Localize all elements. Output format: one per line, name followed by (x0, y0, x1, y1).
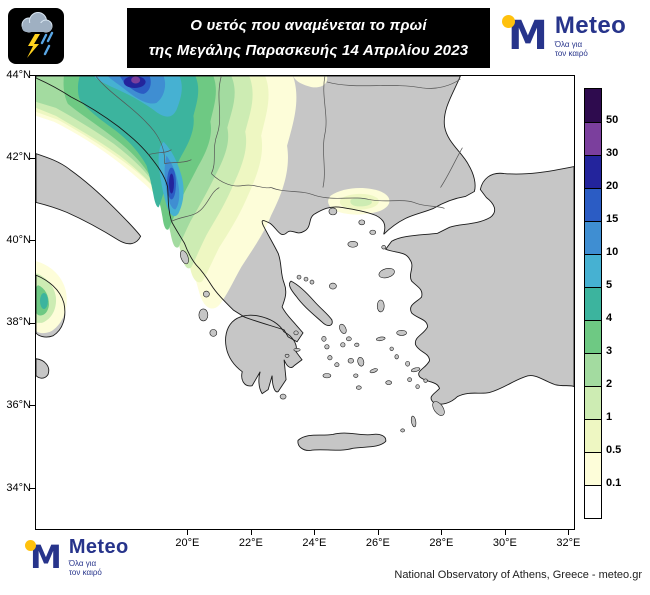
colorbar-segment (585, 122, 601, 155)
storm-icon-svg (8, 8, 64, 64)
colorbar-segment (585, 89, 601, 122)
credit-text: National Observatory of Athens, Greece -… (394, 569, 642, 581)
meteo-logo-footer: M Meteo Όλα για τον καιρό (25, 534, 180, 580)
tagline-line-2: τον καιρό (68, 568, 102, 577)
lat-tick-mark (30, 322, 35, 324)
lon-tick-mark (377, 530, 379, 535)
colorbar-tick-label: 20 (606, 180, 619, 192)
colorbar-tick-label: 3 (606, 345, 613, 357)
colorbar-tick-label: 0.5 (606, 444, 622, 456)
meteo-logo-tagline: Όλα για τον καιρό (555, 40, 626, 58)
title-banner: Ο υετός που αναμένεται το πρωί της Μεγάλ… (127, 8, 490, 68)
title-line-1: Ο υετός που αναμένεται το πρωί (190, 17, 427, 34)
meteo-logo-texts: Meteo Όλα για τον καιρό (69, 537, 129, 577)
lat-tick-mark (30, 157, 35, 159)
lat-tick-label: 44°N (6, 68, 31, 81)
meteo-yellow-dot-icon (25, 540, 36, 551)
colorbar-tick-label: 15 (606, 213, 619, 225)
colorbar-segment (585, 254, 601, 287)
lat-tick-mark (30, 488, 35, 489)
meteo-logo-name: Meteo (68, 536, 129, 558)
tagline-line-2: τον καιρό (554, 49, 588, 58)
lat-tick-label: 42°N (6, 151, 31, 164)
colorbar-tick-label: 10 (606, 246, 619, 258)
lon-tick-mark (504, 530, 506, 535)
lat-tick-mark (30, 405, 35, 407)
meteo-logo-header: M Meteo Όλα για τον καιρό (502, 8, 646, 64)
colorbar-tick-label: 5 (606, 279, 613, 291)
lat-tick-mark (30, 240, 35, 242)
colorbar-tick-label: 4 (606, 312, 613, 324)
colorbar-tick-label: 2 (606, 378, 613, 390)
lon-tick-mark (250, 530, 252, 535)
colorbar-segment (585, 320, 601, 353)
lon-tick-mark (568, 530, 570, 535)
lightning-icon (27, 34, 40, 58)
lon-tick-label: 26°E (365, 537, 390, 549)
colorbar-segments (585, 89, 601, 518)
colorbar-segment (585, 419, 601, 452)
lat-tick-label: 34°N (6, 481, 31, 494)
colorbar-segment (585, 155, 601, 188)
meteo-m-icon: M (502, 15, 548, 56)
lon-tick-label: 28°E (429, 537, 454, 549)
cloud-icon (21, 12, 53, 33)
colorbar-tick-label: 50 (606, 114, 619, 126)
colorbar-tick-label: 0.1 (606, 477, 622, 489)
map-frame (35, 75, 575, 530)
colorbar-segment (585, 287, 601, 320)
tagline-line-1: Όλα για (554, 40, 583, 49)
precip-0.1b (293, 76, 328, 88)
colorbar-tick-label: 1 (606, 411, 613, 423)
precip-20b (169, 173, 174, 194)
lat-tick-label: 40°N (6, 233, 31, 246)
lon-tick-mark (441, 530, 443, 535)
title-line-2: της Μεγάλης Παρασκευής 14 Απριλίου 2023 (148, 42, 469, 59)
colorbar-segment (585, 221, 601, 254)
lon-tick-label: 30°E (492, 537, 517, 549)
country-borders (95, 76, 463, 222)
meteo-logo-tagline: Όλα για τον καιρό (69, 559, 129, 577)
lat-tick-mark (30, 75, 35, 76)
colorbar-labels: 50 30 20 15 10 5 4 3 2 1 0.5 0.1 (606, 88, 648, 519)
meteo-m-icon: M (25, 540, 62, 573)
lon-tick-label: 24°E (302, 537, 327, 549)
colorbar-segment (585, 188, 601, 221)
colorbar (584, 88, 602, 519)
meteo-logo-name: Meteo (554, 12, 627, 39)
colorbar-segment (585, 386, 601, 419)
weather-map (36, 76, 574, 451)
lon-tick-label: 20°E (175, 537, 200, 549)
colorbar-tick-label: 30 (606, 147, 619, 159)
lat-tick-label: 36°N (6, 398, 31, 411)
lon-tick-label: 22°E (238, 537, 263, 549)
lon-tick-label: 32°E (556, 537, 581, 549)
precip-50 (131, 76, 141, 84)
meteo-yellow-dot-icon (502, 15, 515, 28)
lat-tick-label: 38°N (6, 316, 31, 329)
colorbar-segment (585, 485, 601, 518)
meteo-logo-texts: Meteo Όλα για τον καιρό (554, 12, 627, 59)
islands (180, 207, 445, 433)
lon-tick-mark (314, 530, 316, 535)
colorbar-segment (585, 353, 601, 386)
colorbar-segment (585, 452, 601, 485)
tagline-line-1: Όλα για (68, 559, 97, 568)
precip-ne-1 (350, 197, 372, 207)
storm-icon (8, 8, 64, 64)
lon-tick-mark (187, 530, 189, 535)
precip-it-4 (39, 293, 48, 309)
rain-icon (40, 31, 54, 56)
